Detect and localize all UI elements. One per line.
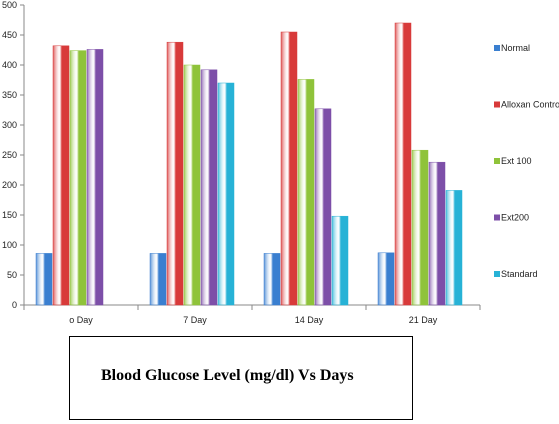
x-tick-label: o Day (69, 315, 93, 325)
legend-swatch (494, 214, 500, 221)
bar-ext-100-3 (411, 149, 429, 306)
y-tick-label: 350 (2, 90, 17, 100)
bar-alloxan-control-3 (394, 22, 412, 306)
legend-label: Alloxan Control (501, 100, 559, 110)
bar-normal-3 (377, 252, 395, 306)
y-axis: 0 50 100 150 200 250 300 350 400 450 500 (2, 0, 25, 310)
bar-normal-0 (35, 253, 53, 306)
bar-standard-2 (331, 215, 349, 306)
y-tick-label: 400 (2, 60, 17, 70)
legend-label: Standard (501, 269, 538, 279)
bar-ext200-1 (200, 69, 218, 306)
legend: Normal Alloxan Control Ext 100 Ext200 Standa… (494, 43, 559, 279)
bar-ext200-0 (86, 49, 104, 306)
caption-text: Blood Glucose Level (mg/dl) Vs Days (101, 367, 354, 384)
y-tick-label: 150 (2, 210, 17, 220)
legend-label: Ext200 (501, 213, 529, 223)
x-axis: o Day 7 Day 14 Day 21 Day (23, 304, 481, 325)
x-tick-label: 21 Day (409, 315, 438, 325)
legend-label: Normal (501, 43, 530, 53)
bar-standard-3 (445, 190, 463, 306)
bar-standard-1 (217, 82, 235, 306)
legend-swatch (494, 271, 500, 277)
y-tick-label: 250 (2, 150, 17, 160)
y-tick-label: 450 (2, 30, 17, 40)
y-tick-label: 200 (2, 180, 17, 190)
bar-ext-100-0 (69, 50, 87, 306)
bar-alloxan-control-1 (166, 41, 184, 306)
legend-swatch (494, 158, 500, 164)
bar-alloxan-control-0 (52, 45, 70, 306)
x-tick-label: 7 Day (183, 315, 207, 325)
bar-ext200-2 (314, 108, 332, 306)
bar-ext200-3 (428, 161, 446, 306)
bars (35, 22, 463, 306)
bar-normal-1 (149, 253, 167, 306)
legend-swatch (494, 101, 500, 108)
bar-ext-100-1 (183, 64, 201, 306)
legend-swatch (494, 45, 500, 51)
y-tick-label: 500 (2, 0, 17, 10)
legend-label: Ext 100 (501, 156, 532, 166)
bar-ext-100-2 (297, 79, 315, 306)
y-tick-label: 50 (7, 270, 17, 280)
bar-chart: 0 50 100 150 200 250 300 350 400 450 500 o Day 7 Da… (2, 0, 559, 325)
bar-alloxan-control-2 (280, 31, 298, 306)
bar-normal-2 (263, 253, 281, 306)
x-tick-label: 14 Day (295, 315, 324, 325)
y-tick-label: 100 (2, 240, 17, 250)
caption-box: Blood Glucose Level (mg/dl) Vs Days (69, 336, 413, 420)
y-tick-label: 300 (2, 120, 17, 130)
y-tick-label: 0 (12, 300, 17, 310)
